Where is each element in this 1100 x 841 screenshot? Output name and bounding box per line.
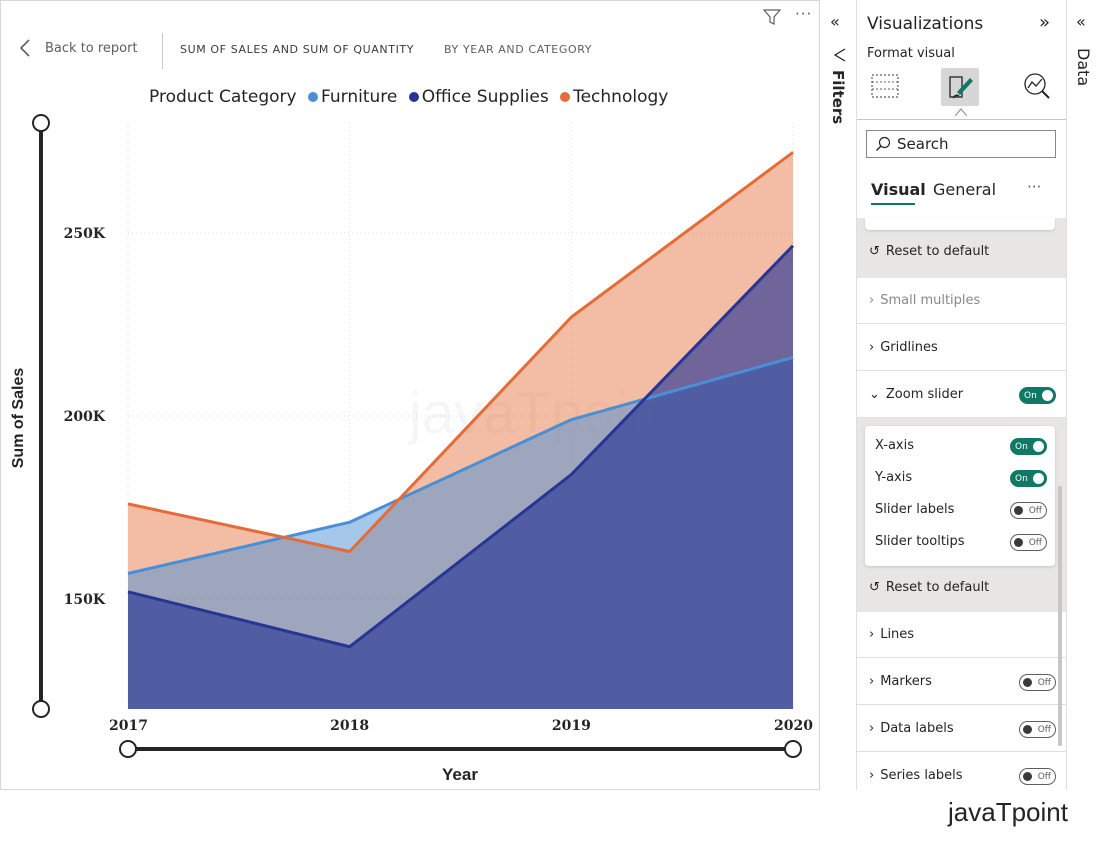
markers-toggle[interactable]: Off xyxy=(1019,674,1056,691)
x-tick-label: 2017 xyxy=(109,718,148,734)
format-visual-tab[interactable] xyxy=(941,68,979,106)
header-divider xyxy=(162,33,163,69)
x-tick-label: 2019 xyxy=(552,718,591,734)
reset-to-default-zoom[interactable]: ↺ Reset to default xyxy=(869,580,990,595)
chevron-right-icon: › xyxy=(869,768,875,783)
tab-more-options[interactable]: ··· xyxy=(1027,178,1042,196)
legend-item-office-supplies[interactable]: Office Supplies xyxy=(421,87,549,107)
chevron-right-icon: › xyxy=(869,293,875,308)
y-tick-label: 150K xyxy=(64,592,106,608)
search-icon xyxy=(876,136,891,151)
expand-data-icon[interactable]: « xyxy=(1076,12,1086,31)
chevron-right-icon: › xyxy=(869,340,875,355)
x-zoom-slider-right-handle[interactable] xyxy=(784,740,802,758)
legend-dot-office-supplies xyxy=(408,91,419,102)
reset-icon: ↺ xyxy=(869,244,880,259)
collapse-visualizations-icon[interactable]: » xyxy=(1039,12,1051,33)
y-axis-option-label: Y-axis xyxy=(875,470,913,485)
search-input[interactable]: Search xyxy=(866,130,1056,158)
collapsed-card-area: ↺ Reset to default xyxy=(857,218,1066,278)
active-tab-pointer xyxy=(955,108,967,116)
y-tick-label: 250K xyxy=(64,226,106,242)
y-zoom-slider-bottom-handle[interactable] xyxy=(32,700,50,718)
section-gridlines[interactable]: › Gridlines xyxy=(857,325,1066,371)
pane-scrollbar[interactable] xyxy=(1058,486,1062,746)
analytics-icon[interactable] xyxy=(1021,70,1053,102)
section-series-labels[interactable]: › Series labels Off xyxy=(857,753,1066,790)
filter-funnel-icon xyxy=(834,48,846,62)
collapse-filters-icon[interactable]: « xyxy=(830,12,840,31)
tab-general[interactable]: General xyxy=(933,180,997,199)
visual-subtitle: BY YEAR AND CATEGORY xyxy=(444,43,593,56)
zoom-slider-card-area: X-axis On Y-axis On Slider labels Off Sl… xyxy=(857,418,1066,612)
reset-icon: ↺ xyxy=(869,580,880,595)
visualizations-pane: Visualizations » Format visual Search Vi… xyxy=(857,0,1066,790)
data-pane: « Data xyxy=(1066,0,1100,790)
area-office-supplies[interactable] xyxy=(128,245,793,709)
legend-item-furniture[interactable]: Furniture xyxy=(321,87,398,107)
back-to-report-link[interactable]: Back to report xyxy=(19,39,138,57)
paint-brush-icon xyxy=(949,76,973,99)
javatpoint-logo: javaTpoint xyxy=(948,797,1068,827)
y-axis-toggle[interactable]: On xyxy=(1010,470,1047,487)
y-zoom-slider-top-handle[interactable] xyxy=(32,114,50,132)
x-zoom-slider-left-handle[interactable] xyxy=(119,740,137,758)
filter-icon[interactable] xyxy=(763,9,781,25)
series-labels-toggle[interactable]: Off xyxy=(1019,768,1056,785)
card-bottom-edge xyxy=(865,218,1055,230)
zoom-slider-toggle[interactable]: On xyxy=(1019,387,1056,404)
more-options-icon[interactable]: ··· xyxy=(795,5,813,23)
line-furniture[interactable] xyxy=(127,355,794,575)
section-markers[interactable]: › Markers Off xyxy=(857,659,1066,705)
legend-item-technology[interactable]: Technology xyxy=(573,87,669,107)
chevron-down-icon: ⌄ xyxy=(869,387,880,402)
chevron-right-icon: › xyxy=(869,721,875,736)
zoom-slider-card: X-axis On Y-axis On Slider labels Off Sl… xyxy=(865,426,1055,566)
slider-tooltips-option-label: Slider tooltips xyxy=(875,534,965,549)
format-visual-label: Format visual xyxy=(867,46,955,61)
tab-visual[interactable]: Visual xyxy=(871,180,926,199)
report-canvas: Back to report SUM OF SALES AND SUM OF Q… xyxy=(0,0,820,790)
visualizations-title: Visualizations xyxy=(867,14,984,34)
section-data-labels[interactable]: › Data labels Off xyxy=(857,706,1066,752)
legend-dot-furniture xyxy=(308,91,319,102)
legend-dot-technology xyxy=(560,91,571,102)
slider-labels-option-label: Slider labels xyxy=(875,502,955,517)
tab-visual-underline xyxy=(871,203,915,205)
slider-labels-toggle[interactable]: Off xyxy=(1010,502,1047,519)
section-small-multiples[interactable]: › Small multiples xyxy=(857,278,1066,324)
section-lines[interactable]: › Lines xyxy=(857,612,1066,658)
data-label[interactable]: Data xyxy=(1074,48,1093,87)
y-tick-label: 200K xyxy=(64,409,106,425)
line-technology[interactable] xyxy=(127,151,794,554)
x-axis-option-label: X-axis xyxy=(875,438,914,453)
section-zoom-slider[interactable]: ⌄ Zoom slider On xyxy=(857,372,1066,418)
line-office-supplies[interactable] xyxy=(127,244,795,649)
chevron-right-icon: › xyxy=(869,627,875,642)
back-to-report-label: Back to report xyxy=(45,40,138,56)
search-placeholder: Search xyxy=(897,135,949,153)
x-tick-label: 2020 xyxy=(774,718,813,734)
y-axis-title: Sum of Sales xyxy=(10,368,27,469)
chevron-left-icon xyxy=(19,39,30,57)
pane-divider xyxy=(857,119,1066,120)
visual-title: SUM OF SALES AND SUM OF QUANTITY xyxy=(180,43,415,56)
chevron-right-icon: › xyxy=(869,674,875,689)
filters-pane: « Filters xyxy=(820,0,857,790)
x-tick-label: 2018 xyxy=(330,718,369,734)
legend-title: Product Category xyxy=(149,87,297,107)
reset-to-default-top[interactable]: ↺ Reset to default xyxy=(869,244,990,259)
x-axis-toggle[interactable]: On xyxy=(1010,438,1047,455)
chart-legend: Product Category Furniture Office Suppli… xyxy=(149,87,668,107)
x-axis-title: Year xyxy=(442,765,478,784)
build-visual-icon[interactable] xyxy=(869,70,901,102)
filters-label[interactable]: Filters xyxy=(829,70,847,125)
slider-tooltips-toggle[interactable]: Off xyxy=(1010,534,1047,551)
data-labels-toggle[interactable]: Off xyxy=(1019,721,1056,738)
